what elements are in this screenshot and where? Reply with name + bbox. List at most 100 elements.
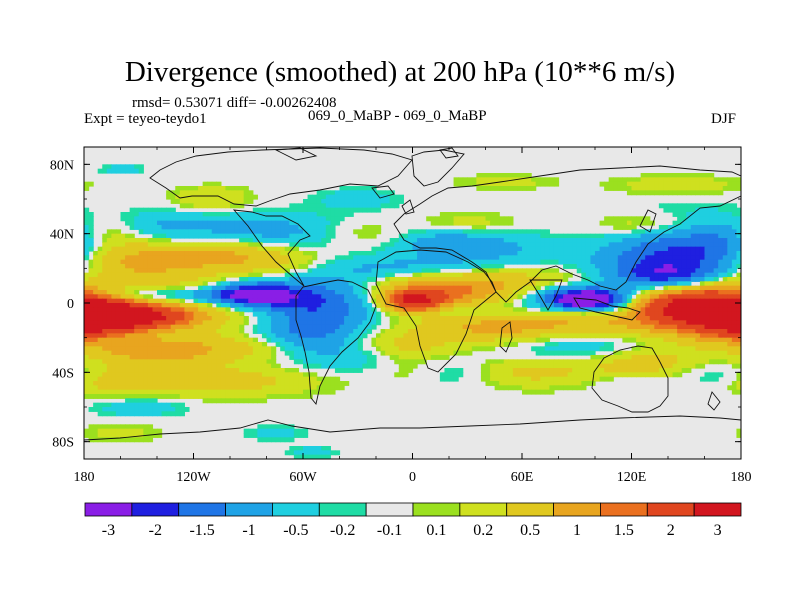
field-cell: [590, 333, 596, 339]
field-cell: [512, 342, 519, 347]
field-cell: [704, 359, 710, 365]
field-cell: [348, 207, 354, 213]
field-cell: [407, 246, 414, 252]
divergence-field: [84, 164, 741, 459]
field-cell: [175, 342, 181, 347]
field-cell: [576, 255, 582, 261]
field-cell: [531, 251, 537, 256]
field-cell: [220, 229, 227, 235]
field-cell: [722, 255, 728, 261]
field-cell: [125, 259, 131, 265]
field-cell: [147, 316, 154, 321]
field-cell: [690, 255, 696, 261]
field-cell: [613, 251, 619, 256]
field-cell: [362, 350, 368, 356]
field-cell: [170, 346, 176, 352]
field-cell: [257, 264, 263, 269]
field-cell: [453, 216, 459, 222]
field-cell: [138, 303, 144, 308]
field-cell: [147, 346, 154, 352]
field-cell: [161, 229, 167, 235]
field-cell: [417, 359, 423, 365]
field-cell: [307, 277, 313, 282]
field-cell: [198, 311, 204, 317]
field-cell: [115, 324, 122, 330]
field-cell: [88, 355, 94, 360]
field-cell: [394, 290, 400, 295]
field-cell: [280, 212, 286, 217]
field-cell: [718, 329, 724, 334]
field-cell: [412, 246, 418, 252]
field-cell: [699, 268, 706, 274]
field-cell: [289, 324, 295, 330]
field-cell: [284, 225, 290, 230]
field-cell: [102, 320, 108, 326]
field-cell: [257, 350, 263, 356]
field-cell: [357, 190, 363, 196]
field-cell: [220, 350, 227, 356]
field-cell: [252, 290, 258, 295]
field-cell: [303, 220, 309, 226]
field-cell: [599, 333, 605, 339]
field-cell: [216, 272, 222, 278]
field-cell: [389, 316, 395, 321]
field-cell: [649, 233, 655, 239]
field-cell: [613, 277, 619, 282]
field-cell: [289, 220, 295, 226]
field-cell: [257, 229, 263, 235]
field-cell: [184, 190, 190, 196]
field-cell: [202, 303, 208, 308]
field-cell: [252, 216, 258, 222]
field-cell: [125, 346, 131, 352]
field-cell: [211, 212, 217, 217]
field-cell: [261, 281, 268, 287]
field-cell: [293, 264, 300, 269]
field-cell: [334, 311, 341, 317]
field-cell: [599, 281, 605, 287]
field-cell: [275, 264, 281, 269]
field-cell: [626, 277, 633, 282]
field-cell: [576, 298, 582, 304]
field-cell: [640, 181, 646, 187]
field-cell: [704, 177, 710, 183]
field-cell: [444, 264, 450, 269]
field-cell: [266, 264, 272, 269]
field-cell: [553, 307, 560, 313]
field-cell: [293, 238, 300, 243]
field-cell: [467, 281, 473, 287]
field-cell: [581, 281, 587, 287]
field-cell: [462, 220, 468, 226]
field-cell: [722, 346, 728, 352]
field-cell: [471, 242, 477, 248]
field-cell: [334, 259, 341, 265]
field-cell: [412, 268, 418, 274]
field-cell: [225, 255, 231, 261]
field-cell: [230, 333, 236, 339]
field-cell: [672, 220, 678, 226]
field-cell: [604, 324, 610, 330]
field-cell: [243, 355, 249, 360]
field-cell: [731, 233, 738, 239]
field-cell: [672, 268, 678, 274]
field-cell: [389, 255, 395, 261]
field-cell: [535, 285, 541, 291]
field-cell: [731, 311, 738, 317]
field-cell: [334, 346, 341, 352]
field-cell: [353, 199, 359, 204]
field-cell: [97, 311, 103, 317]
field-cell: [366, 233, 373, 239]
field-cell: [316, 212, 322, 217]
field-cell: [198, 329, 204, 334]
field-cell: [198, 272, 204, 278]
field-cell: [576, 264, 582, 269]
field-cell: [298, 346, 304, 352]
field-cell: [522, 259, 528, 265]
field-cell: [84, 220, 90, 226]
field-cell: [531, 233, 537, 239]
field-cell: [499, 320, 505, 326]
field-cell: [170, 320, 176, 326]
field-cell: [398, 359, 404, 365]
field-cell: [298, 329, 304, 334]
field-cell: [663, 186, 669, 191]
field-cell: [494, 329, 500, 334]
